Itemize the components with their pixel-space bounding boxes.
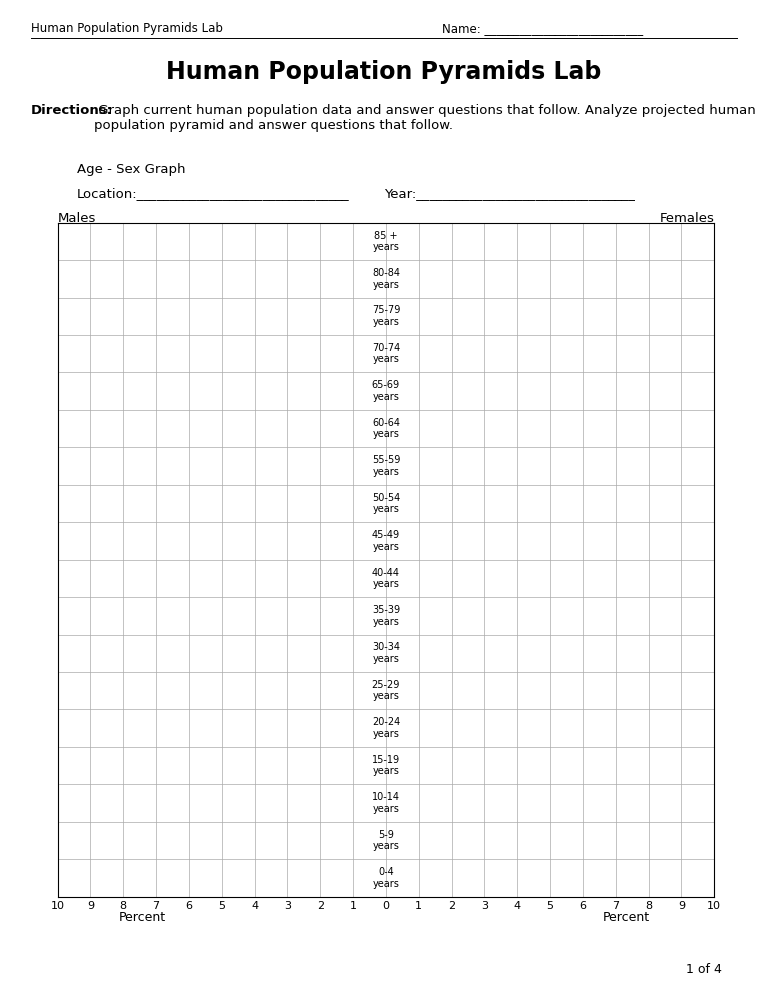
- Text: Percent: Percent: [602, 911, 650, 923]
- Text: 20-24
years: 20-24 years: [372, 718, 400, 739]
- Text: Location:________________________________: Location:_______________________________…: [77, 187, 349, 200]
- Text: Females: Females: [660, 212, 714, 225]
- Text: 40-44
years: 40-44 years: [372, 568, 400, 589]
- Text: 5-9
years: 5-9 years: [372, 830, 399, 851]
- Text: 75-79
years: 75-79 years: [372, 305, 400, 327]
- Text: 1 of 4: 1 of 4: [686, 963, 722, 976]
- Text: Human Population Pyramids Lab: Human Population Pyramids Lab: [167, 60, 601, 83]
- Text: Males: Males: [58, 212, 96, 225]
- Text: 60-64
years: 60-64 years: [372, 417, 400, 439]
- Text: Directions:: Directions:: [31, 104, 113, 117]
- Text: 15-19
years: 15-19 years: [372, 754, 400, 776]
- Text: Year:_________________________________: Year:_________________________________: [384, 187, 635, 200]
- Text: 55-59
years: 55-59 years: [372, 455, 400, 477]
- Text: 35-39
years: 35-39 years: [372, 605, 400, 626]
- Text: 45-49
years: 45-49 years: [372, 530, 400, 552]
- Text: Human Population Pyramids Lab: Human Population Pyramids Lab: [31, 22, 223, 35]
- Text: 85 +
years: 85 + years: [372, 231, 399, 252]
- Text: 70-74
years: 70-74 years: [372, 343, 400, 365]
- Text: Percent: Percent: [118, 911, 166, 923]
- Text: 65-69
years: 65-69 years: [372, 381, 400, 402]
- Text: 25-29
years: 25-29 years: [372, 680, 400, 702]
- Text: Age - Sex Graph: Age - Sex Graph: [77, 163, 185, 176]
- Text: 0-4
years: 0-4 years: [372, 867, 399, 889]
- Text: 50-54
years: 50-54 years: [372, 493, 400, 514]
- Text: 30-34
years: 30-34 years: [372, 642, 400, 664]
- Text: 80-84
years: 80-84 years: [372, 268, 400, 289]
- Text: 10-14
years: 10-14 years: [372, 792, 400, 814]
- Text: Graph current human population data and answer questions that follow. Analyze pr: Graph current human population data and …: [94, 104, 756, 132]
- Text: Name: ___________________________: Name: ___________________________: [442, 22, 643, 35]
